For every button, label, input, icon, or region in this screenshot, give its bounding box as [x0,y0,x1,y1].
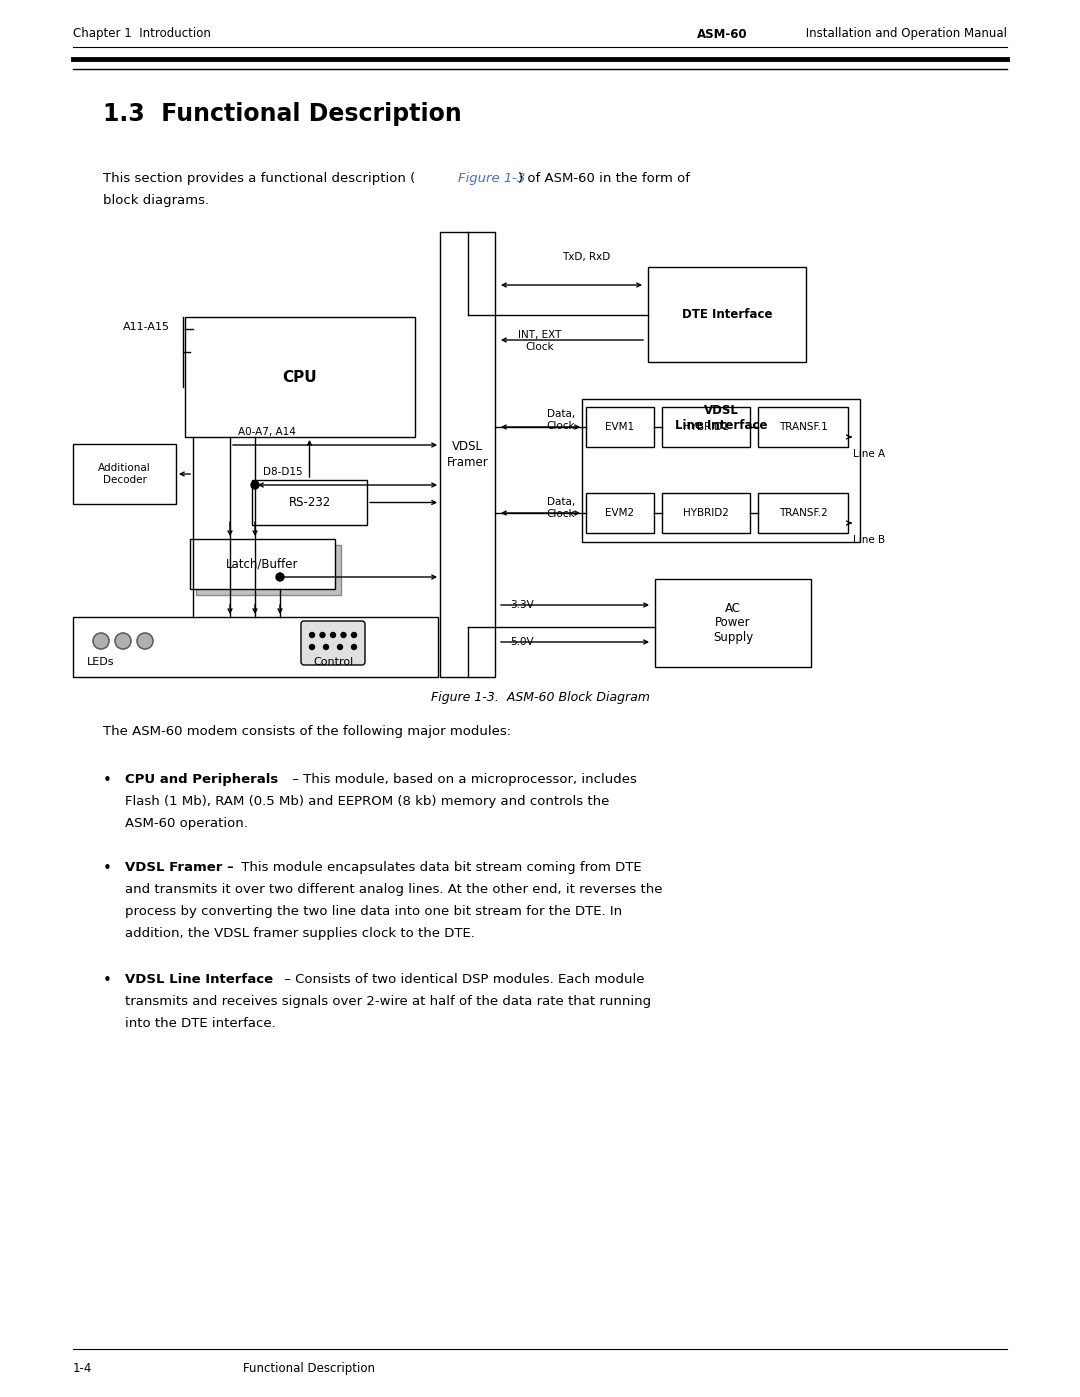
Text: ) of ASM-60 in the form of: ) of ASM-60 in the form of [518,172,690,184]
Text: The ASM-60 modem consists of the following major modules:: The ASM-60 modem consists of the followi… [103,725,511,738]
Text: addition, the VDSL framer supplies clock to the DTE.: addition, the VDSL framer supplies clock… [125,928,475,940]
Text: 1-4: 1-4 [73,1362,93,1375]
Circle shape [330,633,336,637]
Text: Figure 1-3.  ASM-60 Block Diagram: Figure 1-3. ASM-60 Block Diagram [431,692,649,704]
Circle shape [114,633,131,650]
Text: HYBRID2: HYBRID2 [683,509,729,518]
Circle shape [320,633,325,637]
Text: VDSL Line Interface: VDSL Line Interface [125,972,273,986]
Text: INT, EXT
Clock: INT, EXT Clock [518,330,562,352]
Text: Additional
Decoder: Additional Decoder [98,464,151,485]
Text: Figure 1-3: Figure 1-3 [458,172,525,184]
Circle shape [137,633,153,650]
Text: 3.3V: 3.3V [510,599,534,610]
Text: •: • [103,972,112,988]
Text: •: • [103,861,112,876]
Text: VDSL Framer –: VDSL Framer – [125,861,233,875]
Bar [586,407,654,447]
Text: 1.3  Functional Description: 1.3 Functional Description [103,102,462,126]
Bar [195,545,341,595]
Text: Latch/Buffer: Latch/Buffer [226,557,299,570]
Bar [648,267,806,362]
Text: ASM-60 operation.: ASM-60 operation. [125,817,248,830]
Text: ASM-60: ASM-60 [697,28,747,41]
Text: EVM1: EVM1 [606,422,635,432]
Text: TRANSF.2: TRANSF.2 [779,509,827,518]
Circle shape [93,633,109,650]
Text: 5.0V: 5.0V [510,637,534,647]
Text: D8-D15: D8-D15 [264,467,302,476]
Bar [440,232,495,678]
Text: A0-A7, A14: A0-A7, A14 [238,427,296,437]
Circle shape [276,573,284,581]
Bar [582,400,860,542]
Text: CPU and Peripherals: CPU and Peripherals [125,773,279,787]
Circle shape [251,481,259,489]
Text: – This module, based on a microprocessor, includes: – This module, based on a microprocessor… [288,773,637,787]
Text: This section provides a functional description (: This section provides a functional descr… [103,172,415,184]
Circle shape [341,633,346,637]
Text: RS-232: RS-232 [288,496,330,509]
Text: Functional Description: Functional Description [243,1362,375,1375]
Circle shape [351,644,356,650]
Text: Chapter 1  Introduction: Chapter 1 Introduction [73,28,211,41]
Text: TxD, RxD: TxD, RxD [562,251,610,263]
Bar [758,493,848,534]
Text: block diagrams.: block diagrams. [103,194,210,207]
Text: TRANSF.1: TRANSF.1 [779,422,827,432]
Bar [73,444,176,504]
Bar [662,493,750,534]
Bar [252,481,367,525]
Text: LEDs: LEDs [87,657,114,666]
Text: Installation and Operation Manual: Installation and Operation Manual [802,28,1007,41]
Bar [185,317,415,437]
Circle shape [310,633,314,637]
Bar [654,578,811,666]
Text: Data,
Clock: Data, Clock [546,409,575,430]
Text: into the DTE interface.: into the DTE interface. [125,1017,275,1030]
Text: transmits and receives signals over 2-wire at half of the data rate that running: transmits and receives signals over 2-wi… [125,995,651,1009]
Text: DTE Interface: DTE Interface [681,307,772,321]
Text: •: • [103,773,112,788]
Text: Flash (1 Mb), RAM (0.5 Mb) and EEPROM (8 kb) memory and controls the: Flash (1 Mb), RAM (0.5 Mb) and EEPROM (8… [125,795,609,807]
Text: Control: Control [313,657,353,666]
Text: Data,
Clock: Data, Clock [546,497,575,518]
Text: CPU: CPU [283,369,318,384]
Circle shape [337,644,342,650]
Bar [73,617,438,678]
Text: EVM2: EVM2 [606,509,635,518]
Text: – Consists of two identical DSP modules. Each module: – Consists of two identical DSP modules.… [280,972,645,986]
Circle shape [310,644,314,650]
Circle shape [324,644,328,650]
Text: This module encapsulates data bit stream coming from DTE: This module encapsulates data bit stream… [237,861,642,875]
Circle shape [351,633,356,637]
Text: Line A: Line A [853,448,886,460]
Bar [662,407,750,447]
Text: AC
Power
Supply: AC Power Supply [713,602,753,644]
Bar [190,539,335,590]
FancyBboxPatch shape [301,622,365,665]
Text: process by converting the two line data into one bit stream for the DTE. In: process by converting the two line data … [125,905,622,918]
Text: VDSL
Line Interface: VDSL Line Interface [675,404,767,432]
Text: HYBRID1: HYBRID1 [683,422,729,432]
Text: A11-A15: A11-A15 [123,321,170,332]
Bar [758,407,848,447]
Text: Line B: Line B [853,535,886,545]
Bar [586,493,654,534]
Text: and transmits it over two different analog lines. At the other end, it reverses : and transmits it over two different anal… [125,883,662,895]
Text: VDSL
Framer: VDSL Framer [447,440,488,468]
